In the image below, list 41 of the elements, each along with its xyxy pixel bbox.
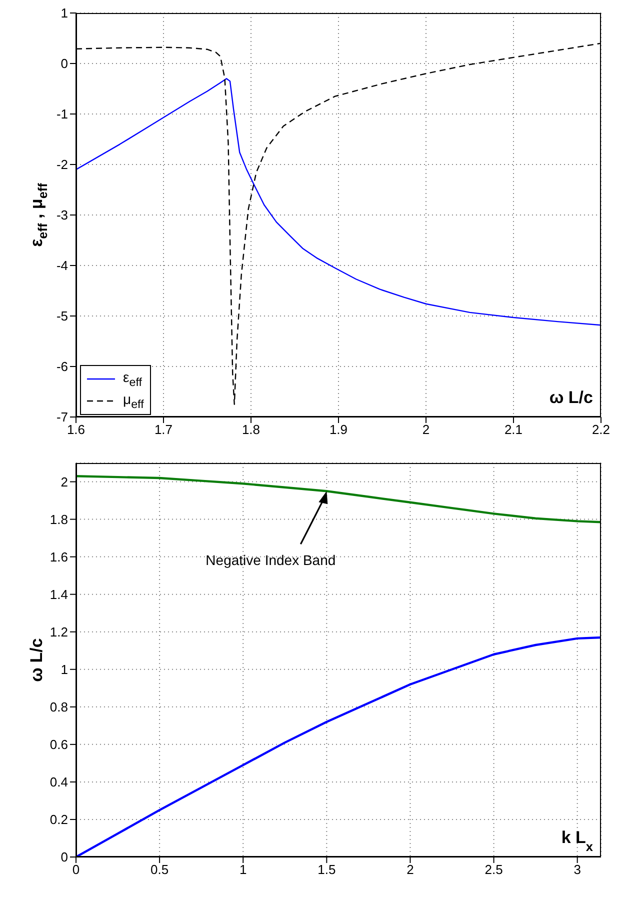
x-tick-label: 3 xyxy=(574,862,581,878)
y-tick-label: -6 xyxy=(56,359,68,374)
x-tick-label: 0 xyxy=(72,862,80,878)
x-tick-label: 1.7 xyxy=(154,422,173,438)
y-axis-title: ω L/c xyxy=(27,638,46,682)
y-tick-label: 0 xyxy=(60,56,68,72)
y-tick-label: 1.8 xyxy=(50,512,68,527)
y-tick-label: -7 xyxy=(56,410,68,425)
y-tick-label: 2 xyxy=(60,474,68,490)
y-tick-label: 1.4 xyxy=(50,586,68,602)
x-axis-title: k L$_{x}$ xyxy=(561,828,593,854)
y-tick-label: -2 xyxy=(56,157,68,172)
x-tick-label: 2.2 xyxy=(592,422,610,438)
x-tick-label: 2.5 xyxy=(484,862,503,878)
legend-label: ε$_{eff}$ xyxy=(123,369,142,389)
y-tick-label: -5 xyxy=(56,308,68,324)
x-tick-label: 2 xyxy=(422,422,430,438)
y-tick-label: -1 xyxy=(56,106,68,122)
x-tick-label: 1.5 xyxy=(318,862,336,878)
x-tick-label: 1.8 xyxy=(242,422,260,438)
line-series xyxy=(76,78,601,326)
x-tick-label: 2.1 xyxy=(504,422,523,438)
y-tick-label: 0.2 xyxy=(50,812,68,828)
x-tick-label: 0.5 xyxy=(150,862,169,878)
y-tick-label: 0 xyxy=(60,850,68,865)
annotation: Negative Index Band xyxy=(206,552,336,568)
line-series xyxy=(76,475,601,524)
x-tick-label: 1 xyxy=(239,862,247,878)
y-tick-label: 1.6 xyxy=(50,549,68,564)
y-tick-label: 0.4 xyxy=(50,774,68,790)
legend-label: μ$_{eff}$ xyxy=(123,391,144,411)
y-tick-label: 0.6 xyxy=(50,737,68,752)
y-tick-label: 0.8 xyxy=(50,700,68,715)
y-tick-label: 1 xyxy=(60,662,68,677)
x-tick-label: 2 xyxy=(406,862,414,878)
y-tick-label: -3 xyxy=(56,208,68,223)
y-tick-label: 1 xyxy=(60,6,68,21)
x-tick-label: 1.9 xyxy=(329,422,348,438)
x-axis-title: ω L/c xyxy=(549,388,593,407)
y-tick-label: -4 xyxy=(56,258,68,274)
y-tick-label: 1.2 xyxy=(50,624,68,640)
